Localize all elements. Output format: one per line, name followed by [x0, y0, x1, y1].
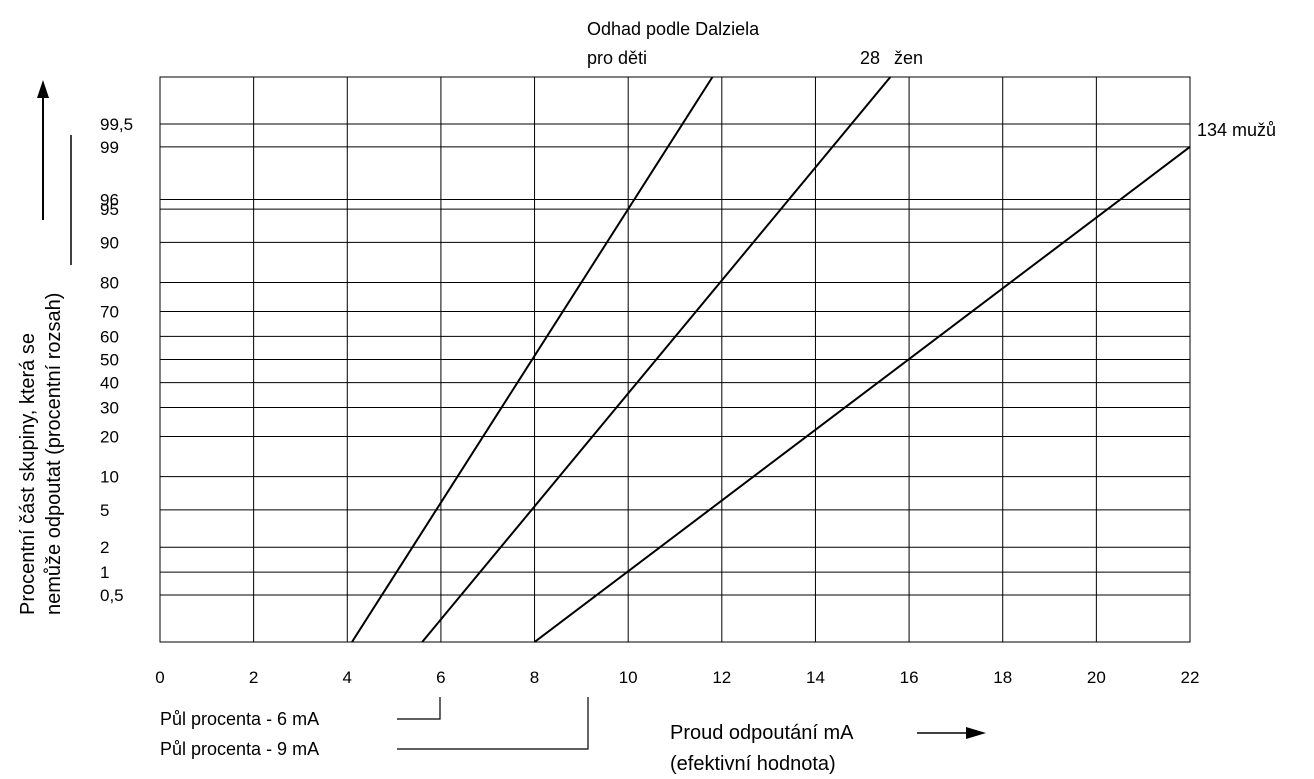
x-axis-title-line2: (efektivní hodnota): [670, 753, 836, 775]
x-tick-label: 8: [530, 668, 539, 687]
y-tick-label: 99: [100, 138, 119, 157]
series-label-women: žen: [894, 48, 923, 68]
x-tick-label: 18: [993, 668, 1012, 687]
chart-series: [351, 76, 1191, 643]
x-axis-title: Proud odpoutání mA (efektivní hodnota): [670, 722, 986, 775]
x-tick-label: 16: [900, 668, 919, 687]
series-line-children: [351, 76, 714, 643]
y-tick-label: 20: [100, 427, 119, 446]
y-tick-label: 1: [100, 563, 109, 582]
series-label-children-line1: Odhad podle Dalziela: [587, 19, 760, 39]
x-tick-label: 12: [712, 668, 731, 687]
x-tick-label: 2: [249, 668, 258, 687]
y-tick-label: 70: [100, 303, 119, 322]
y-tick-label: 50: [100, 351, 119, 370]
x-axis-title-line1: Proud odpoutání mA: [670, 722, 854, 744]
x-tick-label: 10: [619, 668, 638, 687]
y-tick-label: 40: [100, 374, 119, 393]
y-tick-label: 60: [100, 327, 119, 346]
y-axis-title-line1: Procentní část skupiny, která se: [17, 333, 39, 615]
x-tick-labels: 0 2 4 6 8 10 12 14 16 18 20 22: [155, 668, 1199, 687]
y-tick-label: 10: [100, 468, 119, 487]
series-label-men: 134 mužů: [1197, 120, 1276, 140]
y-tick-label: 99,5: [100, 115, 133, 134]
series-line-women: [421, 76, 892, 643]
annotation-half-percent-6ma: Půl procenta - 6 mA: [160, 697, 441, 729]
y-tick-label: 2: [100, 538, 109, 557]
series-label-children-line2: pro děti: [587, 48, 647, 68]
y-tick-label: 96: [100, 190, 119, 209]
y-axis-title-line2: nemůže odpoutat (procentní rozsah): [43, 293, 65, 615]
x-tick-label: 4: [343, 668, 352, 687]
y-axis-title: Procentní část skupiny, která se nemůže …: [17, 80, 72, 615]
y-tick-label: 80: [100, 274, 119, 293]
x-tick-label: 20: [1087, 668, 1106, 687]
y-tick-label: 95: [100, 200, 119, 219]
annotation-6ma-text: Půl procenta - 6 mA: [160, 709, 319, 729]
annotation-half-percent-9ma: Půl procenta - 9 mA: [160, 697, 589, 759]
series-label-women-count: 28: [860, 48, 880, 68]
y-tick-label: 5: [100, 501, 109, 520]
annotation-9ma-text: Půl procenta - 9 mA: [160, 739, 319, 759]
x-tick-label: 6: [436, 668, 445, 687]
y-tick-label: 30: [100, 398, 119, 417]
x-tick-label: 0: [155, 668, 164, 687]
series-line-men: [533, 146, 1191, 643]
y-tick-label: 90: [100, 233, 119, 252]
x-tick-label: 14: [806, 668, 825, 687]
chart-grid: [159, 76, 1191, 643]
y-tick-label: 0,5: [100, 586, 124, 605]
x-tick-label: 22: [1181, 668, 1200, 687]
